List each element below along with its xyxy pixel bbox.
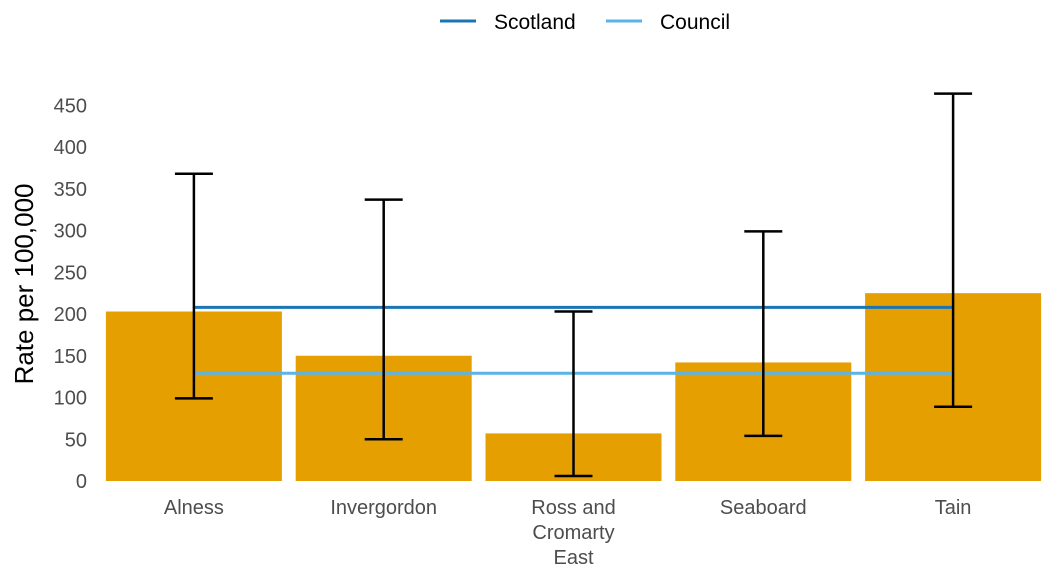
y-axis-title: Rate per 100,000 [9, 183, 39, 384]
error-bars [174, 92, 973, 478]
legend-item-council: Council [606, 11, 730, 34]
x-tick-label: Seaboard [720, 497, 807, 519]
y-tick-label: 450 [54, 95, 87, 117]
y-tick-label: 300 [54, 221, 87, 243]
x-tick-label: Tain [935, 497, 972, 519]
y-tick-label: 100 [54, 388, 87, 410]
error-bar-invergordon [364, 198, 403, 441]
y-tick-label: 0 [76, 471, 87, 493]
x-tick-label: Invergordon [330, 497, 437, 519]
x-tick-label: Ross and Cromarty East [531, 497, 616, 569]
y-axis: 0 50 100 150 200 250 300 350 400 450 Rate per 100,… [9, 95, 87, 493]
x-tick-label-line: Seaboard [720, 497, 807, 519]
x-tick-label-line: Alness [164, 497, 224, 519]
legend: Scotland Council [440, 11, 730, 34]
x-tick-label-line: East [553, 547, 593, 569]
x-tick-label-line: Cromarty [532, 522, 614, 544]
x-tick-label-line: Invergordon [330, 497, 437, 519]
y-tick-label: 400 [54, 137, 87, 159]
y-tick-label: 150 [54, 346, 87, 368]
error-bar-seaboard [744, 230, 783, 438]
y-tick-label: 50 [65, 429, 87, 451]
error-bar-tain [934, 92, 973, 408]
legend-item-scotland: Scotland [440, 11, 576, 34]
error-bar-ross-and-cromarty-east [554, 310, 593, 478]
y-tick-label: 250 [54, 262, 87, 284]
error-bar-alness [174, 172, 213, 400]
legend-label: Council [660, 11, 730, 34]
x-axis: Alness Invergordon Ross and Cromarty East Sea… [164, 497, 972, 569]
y-tick-label: 200 [54, 304, 87, 326]
x-tick-label-line: Tain [935, 497, 972, 519]
x-tick-label: Alness [164, 497, 224, 519]
y-tick-label: 350 [54, 179, 87, 201]
legend-label: Scotland [494, 11, 576, 34]
x-tick-label-line: Ross and [531, 497, 616, 519]
